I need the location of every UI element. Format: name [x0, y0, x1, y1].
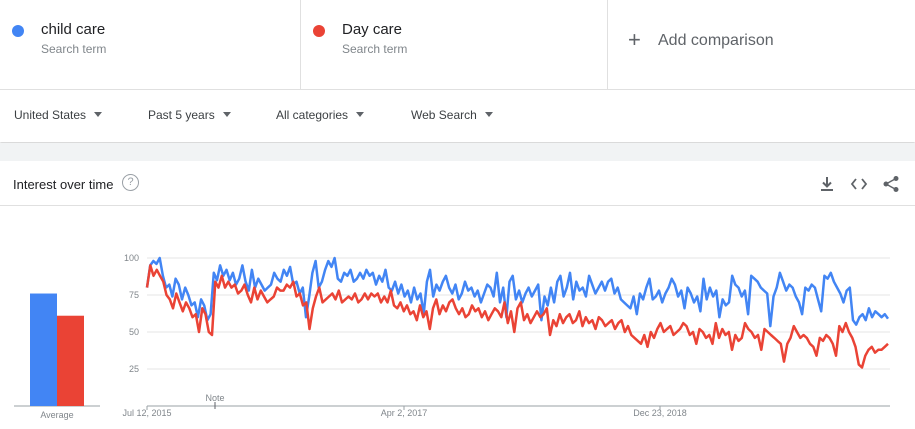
help-icon[interactable]: ?: [122, 174, 139, 191]
add-comparison-button[interactable]: + Add comparison: [608, 0, 915, 90]
series-line-child-care: [145, 256, 890, 328]
term-name[interactable]: Day care: [342, 21, 403, 38]
category-label: All categories: [276, 108, 349, 122]
average-label: Average: [40, 410, 73, 420]
chevron-down-icon: [484, 112, 493, 117]
add-comparison-label: Add comparison: [658, 32, 774, 49]
period-dropdown[interactable]: Past 5 years: [148, 108, 231, 122]
term-type-label: Search term: [342, 42, 408, 56]
card-title: Interest over time: [13, 177, 114, 192]
term-type-label: Search term: [41, 42, 107, 56]
y-tick-label: 50: [129, 327, 139, 337]
y-tick-label: 25: [129, 364, 139, 374]
region-label: United States: [14, 108, 87, 122]
interest-over-time-card: Interest over time ? Average 25 50 75 100 J…: [0, 161, 915, 429]
region-dropdown[interactable]: United States: [14, 108, 103, 122]
property-dropdown[interactable]: Web Search: [411, 108, 493, 122]
x-tick-label: Jul 12, 2015: [122, 408, 171, 418]
y-tick-label: 75: [129, 290, 139, 300]
interest-over-time-chart: Average 25 50 75 100 Jul 12, 2015 Apr 2, 201…: [14, 253, 890, 420]
section-divider: [0, 143, 915, 161]
x-tick-label: Dec 23, 2018: [633, 408, 687, 418]
average-bar-day-care: [57, 315, 84, 406]
term-card-child-care[interactable]: child care Search term: [0, 0, 301, 90]
note-marker[interactable]: Note: [205, 393, 225, 409]
average-bar-child-care: [30, 293, 57, 406]
x-axis-ticks: Jul 12, 2015 Apr 2, 2017 Dec 23, 2018: [122, 406, 687, 418]
term-name[interactable]: child care: [41, 21, 106, 38]
note-label: Note: [205, 393, 224, 403]
chevron-down-icon: [222, 112, 231, 117]
card-header: Interest over time ?: [0, 161, 915, 206]
period-label: Past 5 years: [148, 108, 215, 122]
y-axis-ticks: 25 50 75 100: [124, 253, 139, 374]
filter-bar: United States Past 5 years All categorie…: [0, 91, 915, 142]
term-card-day-care[interactable]: Day care Search term: [301, 0, 608, 90]
download-icon[interactable]: [818, 175, 836, 193]
chevron-down-icon: [356, 112, 365, 117]
search-terms-bar: child care Search term Day care Search t…: [0, 0, 915, 90]
series-color-dot: [313, 25, 325, 37]
property-label: Web Search: [411, 108, 477, 122]
share-icon[interactable]: [882, 175, 900, 193]
series-line-day-care: [145, 264, 889, 369]
y-tick-label: 100: [124, 253, 139, 263]
series-color-dot: [12, 25, 24, 37]
plus-icon: +: [628, 27, 641, 52]
average-bars: [30, 293, 84, 406]
embed-icon[interactable]: [850, 175, 868, 193]
series-lines: [145, 256, 890, 369]
category-dropdown[interactable]: All categories: [276, 108, 365, 122]
x-tick-label: Apr 2, 2017: [381, 408, 428, 418]
chevron-down-icon: [94, 112, 103, 117]
